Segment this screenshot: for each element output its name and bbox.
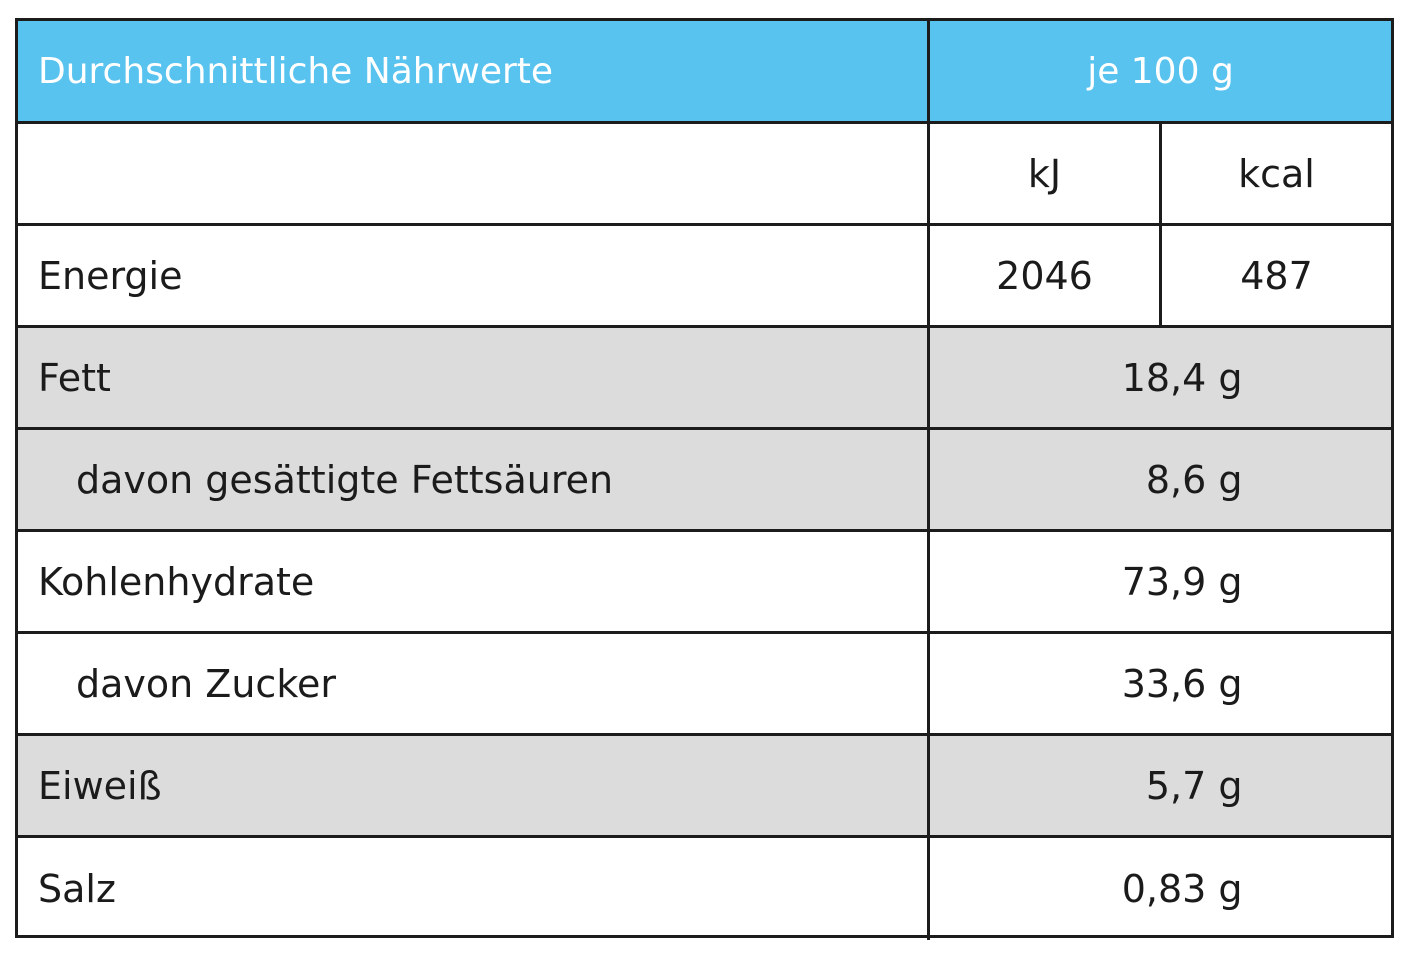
nutrient-label-gesaettigte-fettsaeuren: davon gesättigte Fettsäuren bbox=[18, 430, 930, 532]
nutrient-label-zucker: davon Zucker bbox=[18, 634, 930, 736]
nutrient-value-kohlenhydrate: 73,9 g bbox=[930, 532, 1391, 634]
nutrient-value-fett: 18,4 g bbox=[930, 328, 1391, 430]
energy-label: Energie bbox=[18, 226, 930, 328]
nutrient-value-text: 8,6 g bbox=[1145, 457, 1243, 502]
nutrient-value-zucker: 33,6 g bbox=[930, 634, 1391, 736]
header-per-100g: je 100 g bbox=[930, 21, 1391, 124]
nutrient-value-eiweiss: 5,7 g bbox=[930, 736, 1391, 838]
nutrient-label-kohlenhydrate: Kohlenhydrate bbox=[18, 532, 930, 634]
nutrient-value-text: 5,7 g bbox=[1145, 763, 1243, 808]
nutrient-value-text: 33,6 g bbox=[1121, 661, 1243, 706]
unit-kj: kJ bbox=[930, 124, 1162, 226]
energy-kj-value: 2046 bbox=[930, 226, 1162, 328]
header-title: Durchschnittliche Nährwerte bbox=[18, 21, 930, 124]
unit-kcal: kcal bbox=[1162, 124, 1391, 226]
nutrition-table: Durchschnittliche Nährwerte je 100 g kJ … bbox=[15, 18, 1394, 940]
nutrient-value-salz: 0,83 g bbox=[930, 838, 1391, 940]
nutrient-label-salz: Salz bbox=[18, 838, 930, 940]
nutrient-value-gesaettigte-fettsaeuren: 8,6 g bbox=[930, 430, 1391, 532]
nutrient-value-text: 73,9 g bbox=[1121, 559, 1243, 604]
units-empty-cell bbox=[18, 124, 930, 226]
nutrient-value-text: 18,4 g bbox=[1121, 355, 1243, 400]
energy-kcal-value: 487 bbox=[1162, 226, 1391, 328]
nutrient-value-text: 0,83 g bbox=[1121, 867, 1243, 911]
nutrient-label-eiweiss: Eiweiß bbox=[18, 736, 930, 838]
nutrient-label-fett: Fett bbox=[18, 328, 930, 430]
